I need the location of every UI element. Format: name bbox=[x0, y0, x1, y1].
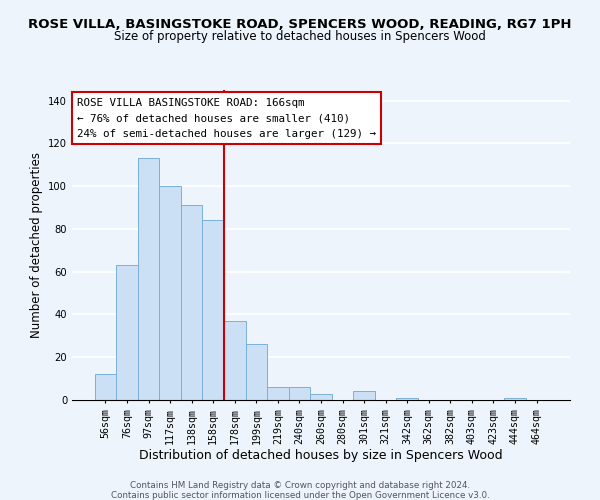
Bar bbox=[310, 394, 332, 400]
Y-axis label: Number of detached properties: Number of detached properties bbox=[29, 152, 43, 338]
Bar bbox=[224, 321, 245, 400]
Bar bbox=[116, 266, 138, 400]
Text: ROSE VILLA BASINGSTOKE ROAD: 166sqm
← 76% of detached houses are smaller (410)
2: ROSE VILLA BASINGSTOKE ROAD: 166sqm ← 76… bbox=[77, 98, 376, 139]
Text: ROSE VILLA, BASINGSTOKE ROAD, SPENCERS WOOD, READING, RG7 1PH: ROSE VILLA, BASINGSTOKE ROAD, SPENCERS W… bbox=[28, 18, 572, 30]
Bar bbox=[504, 398, 526, 400]
Bar bbox=[289, 387, 310, 400]
Text: Contains HM Land Registry data © Crown copyright and database right 2024.: Contains HM Land Registry data © Crown c… bbox=[130, 481, 470, 490]
Bar bbox=[245, 344, 267, 400]
Bar bbox=[397, 398, 418, 400]
Bar bbox=[138, 158, 160, 400]
Bar bbox=[202, 220, 224, 400]
Bar bbox=[160, 186, 181, 400]
Bar bbox=[181, 206, 202, 400]
X-axis label: Distribution of detached houses by size in Spencers Wood: Distribution of detached houses by size … bbox=[139, 449, 503, 462]
Text: Contains public sector information licensed under the Open Government Licence v3: Contains public sector information licen… bbox=[110, 491, 490, 500]
Bar bbox=[353, 392, 375, 400]
Bar bbox=[95, 374, 116, 400]
Bar bbox=[267, 387, 289, 400]
Text: Size of property relative to detached houses in Spencers Wood: Size of property relative to detached ho… bbox=[114, 30, 486, 43]
